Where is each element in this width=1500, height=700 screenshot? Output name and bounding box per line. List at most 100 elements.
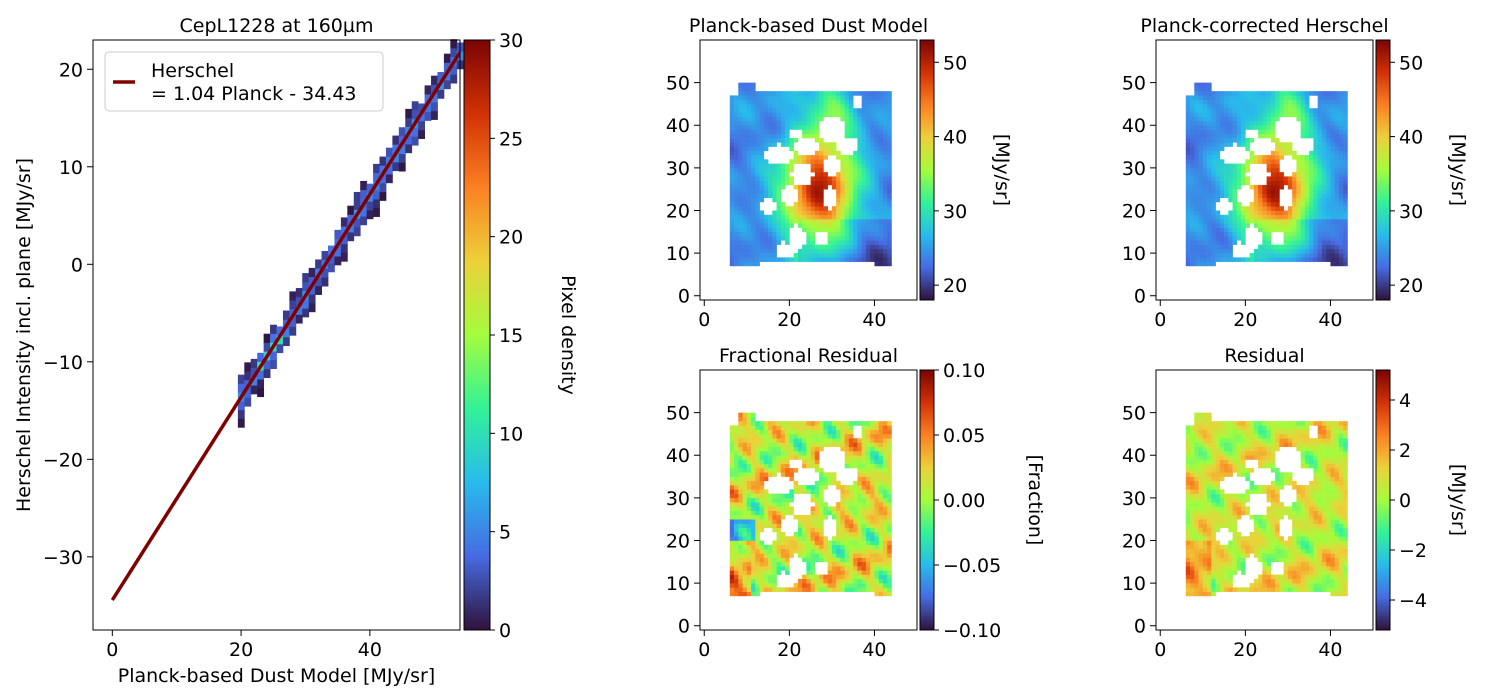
map-cell bbox=[1262, 523, 1267, 529]
x-tick-label: 20 bbox=[229, 639, 253, 661]
map-cell bbox=[734, 146, 739, 152]
map-cell bbox=[840, 103, 845, 109]
map-cell bbox=[840, 531, 845, 537]
map-cell bbox=[1232, 108, 1238, 113]
map-cell bbox=[1194, 583, 1199, 588]
map-cell bbox=[768, 138, 773, 143]
map-cell bbox=[1266, 227, 1272, 233]
map-cell bbox=[1207, 129, 1212, 135]
map-cell bbox=[1215, 587, 1221, 592]
map-cell bbox=[772, 433, 777, 439]
map-cell bbox=[1241, 510, 1246, 516]
map-cell bbox=[789, 468, 794, 473]
map-cell bbox=[776, 125, 782, 130]
map-cell bbox=[1317, 201, 1323, 207]
map-cell bbox=[776, 176, 782, 181]
map-cell bbox=[1215, 155, 1221, 160]
map-cell bbox=[1266, 549, 1272, 554]
map-cell bbox=[861, 459, 867, 465]
map-cell bbox=[831, 587, 837, 592]
map-cell bbox=[865, 455, 871, 460]
map-cell bbox=[1338, 257, 1344, 262]
map-cell bbox=[763, 184, 769, 190]
map-cell bbox=[887, 506, 892, 511]
map-cell bbox=[759, 433, 765, 439]
map-cell bbox=[1245, 219, 1250, 224]
map-cell bbox=[827, 578, 833, 584]
map-cell bbox=[840, 433, 845, 439]
map-cell bbox=[1292, 223, 1297, 228]
map-cell bbox=[1262, 514, 1267, 520]
density-cell bbox=[315, 259, 322, 269]
map-cell bbox=[1266, 180, 1272, 186]
map-cell bbox=[806, 116, 811, 122]
map-cell bbox=[865, 227, 871, 233]
map-cell bbox=[836, 583, 841, 588]
map-cell bbox=[848, 553, 854, 558]
map-cell bbox=[853, 519, 858, 524]
map-cell bbox=[1266, 531, 1272, 537]
map-cell bbox=[802, 587, 807, 592]
map-cell bbox=[1275, 142, 1280, 147]
map-cell bbox=[751, 549, 756, 554]
map-cell bbox=[1309, 210, 1314, 216]
map-cell bbox=[1207, 425, 1212, 430]
map-cell bbox=[819, 244, 824, 250]
map-cell bbox=[814, 219, 820, 224]
map-cell bbox=[1211, 103, 1216, 109]
map-cell bbox=[857, 438, 862, 443]
map-cell bbox=[1211, 99, 1216, 105]
map-cell bbox=[1275, 438, 1280, 443]
map-cell bbox=[793, 438, 799, 443]
map-cell bbox=[874, 112, 880, 118]
map-cell bbox=[806, 566, 811, 571]
map-cell bbox=[729, 138, 735, 143]
map-cell bbox=[836, 180, 841, 186]
map-cell bbox=[1270, 180, 1276, 186]
map-cell bbox=[738, 176, 743, 181]
map-cell bbox=[1194, 574, 1199, 580]
map-cell bbox=[1266, 236, 1272, 241]
map-cell bbox=[1202, 591, 1208, 597]
map-cell bbox=[1300, 91, 1306, 96]
map-cell bbox=[848, 506, 854, 511]
map-cell bbox=[1236, 544, 1242, 550]
map-cell bbox=[861, 429, 867, 435]
map-cell bbox=[1207, 201, 1212, 207]
map-cell bbox=[1190, 463, 1195, 469]
y-tick-label: 20 bbox=[666, 200, 690, 222]
map-cell bbox=[1202, 219, 1208, 224]
map-cell bbox=[874, 155, 880, 160]
map-cell bbox=[729, 197, 735, 203]
map-cell bbox=[1228, 227, 1233, 233]
map-cell bbox=[1194, 223, 1199, 228]
map-cell bbox=[1232, 223, 1238, 228]
colorbar-tick-label: 0.05 bbox=[943, 425, 985, 447]
map-cell bbox=[874, 197, 880, 203]
map-cell bbox=[882, 587, 888, 592]
map-cell bbox=[814, 150, 820, 156]
map-cell bbox=[806, 519, 811, 524]
map-cell bbox=[1300, 197, 1306, 203]
map-cell bbox=[1304, 99, 1310, 105]
map-cell bbox=[1262, 438, 1267, 443]
map-cell bbox=[755, 527, 760, 533]
map-cell bbox=[810, 231, 816, 237]
map-cell bbox=[1279, 253, 1284, 258]
map-cell bbox=[1270, 253, 1276, 258]
map-cell bbox=[1236, 493, 1242, 499]
map-cell bbox=[1211, 91, 1216, 96]
map-cell bbox=[1211, 261, 1216, 267]
map-cell bbox=[1262, 116, 1267, 122]
map-cell bbox=[865, 108, 871, 113]
map-cell bbox=[729, 231, 735, 237]
map-cell bbox=[785, 455, 790, 460]
map-cell bbox=[1287, 91, 1293, 96]
map-cell bbox=[848, 167, 854, 173]
map-cell bbox=[746, 510, 752, 516]
map-cell bbox=[1275, 578, 1280, 584]
map-cell bbox=[738, 463, 743, 469]
map-cell bbox=[1215, 133, 1221, 139]
density-cell bbox=[405, 135, 413, 145]
map-cell bbox=[806, 438, 811, 443]
